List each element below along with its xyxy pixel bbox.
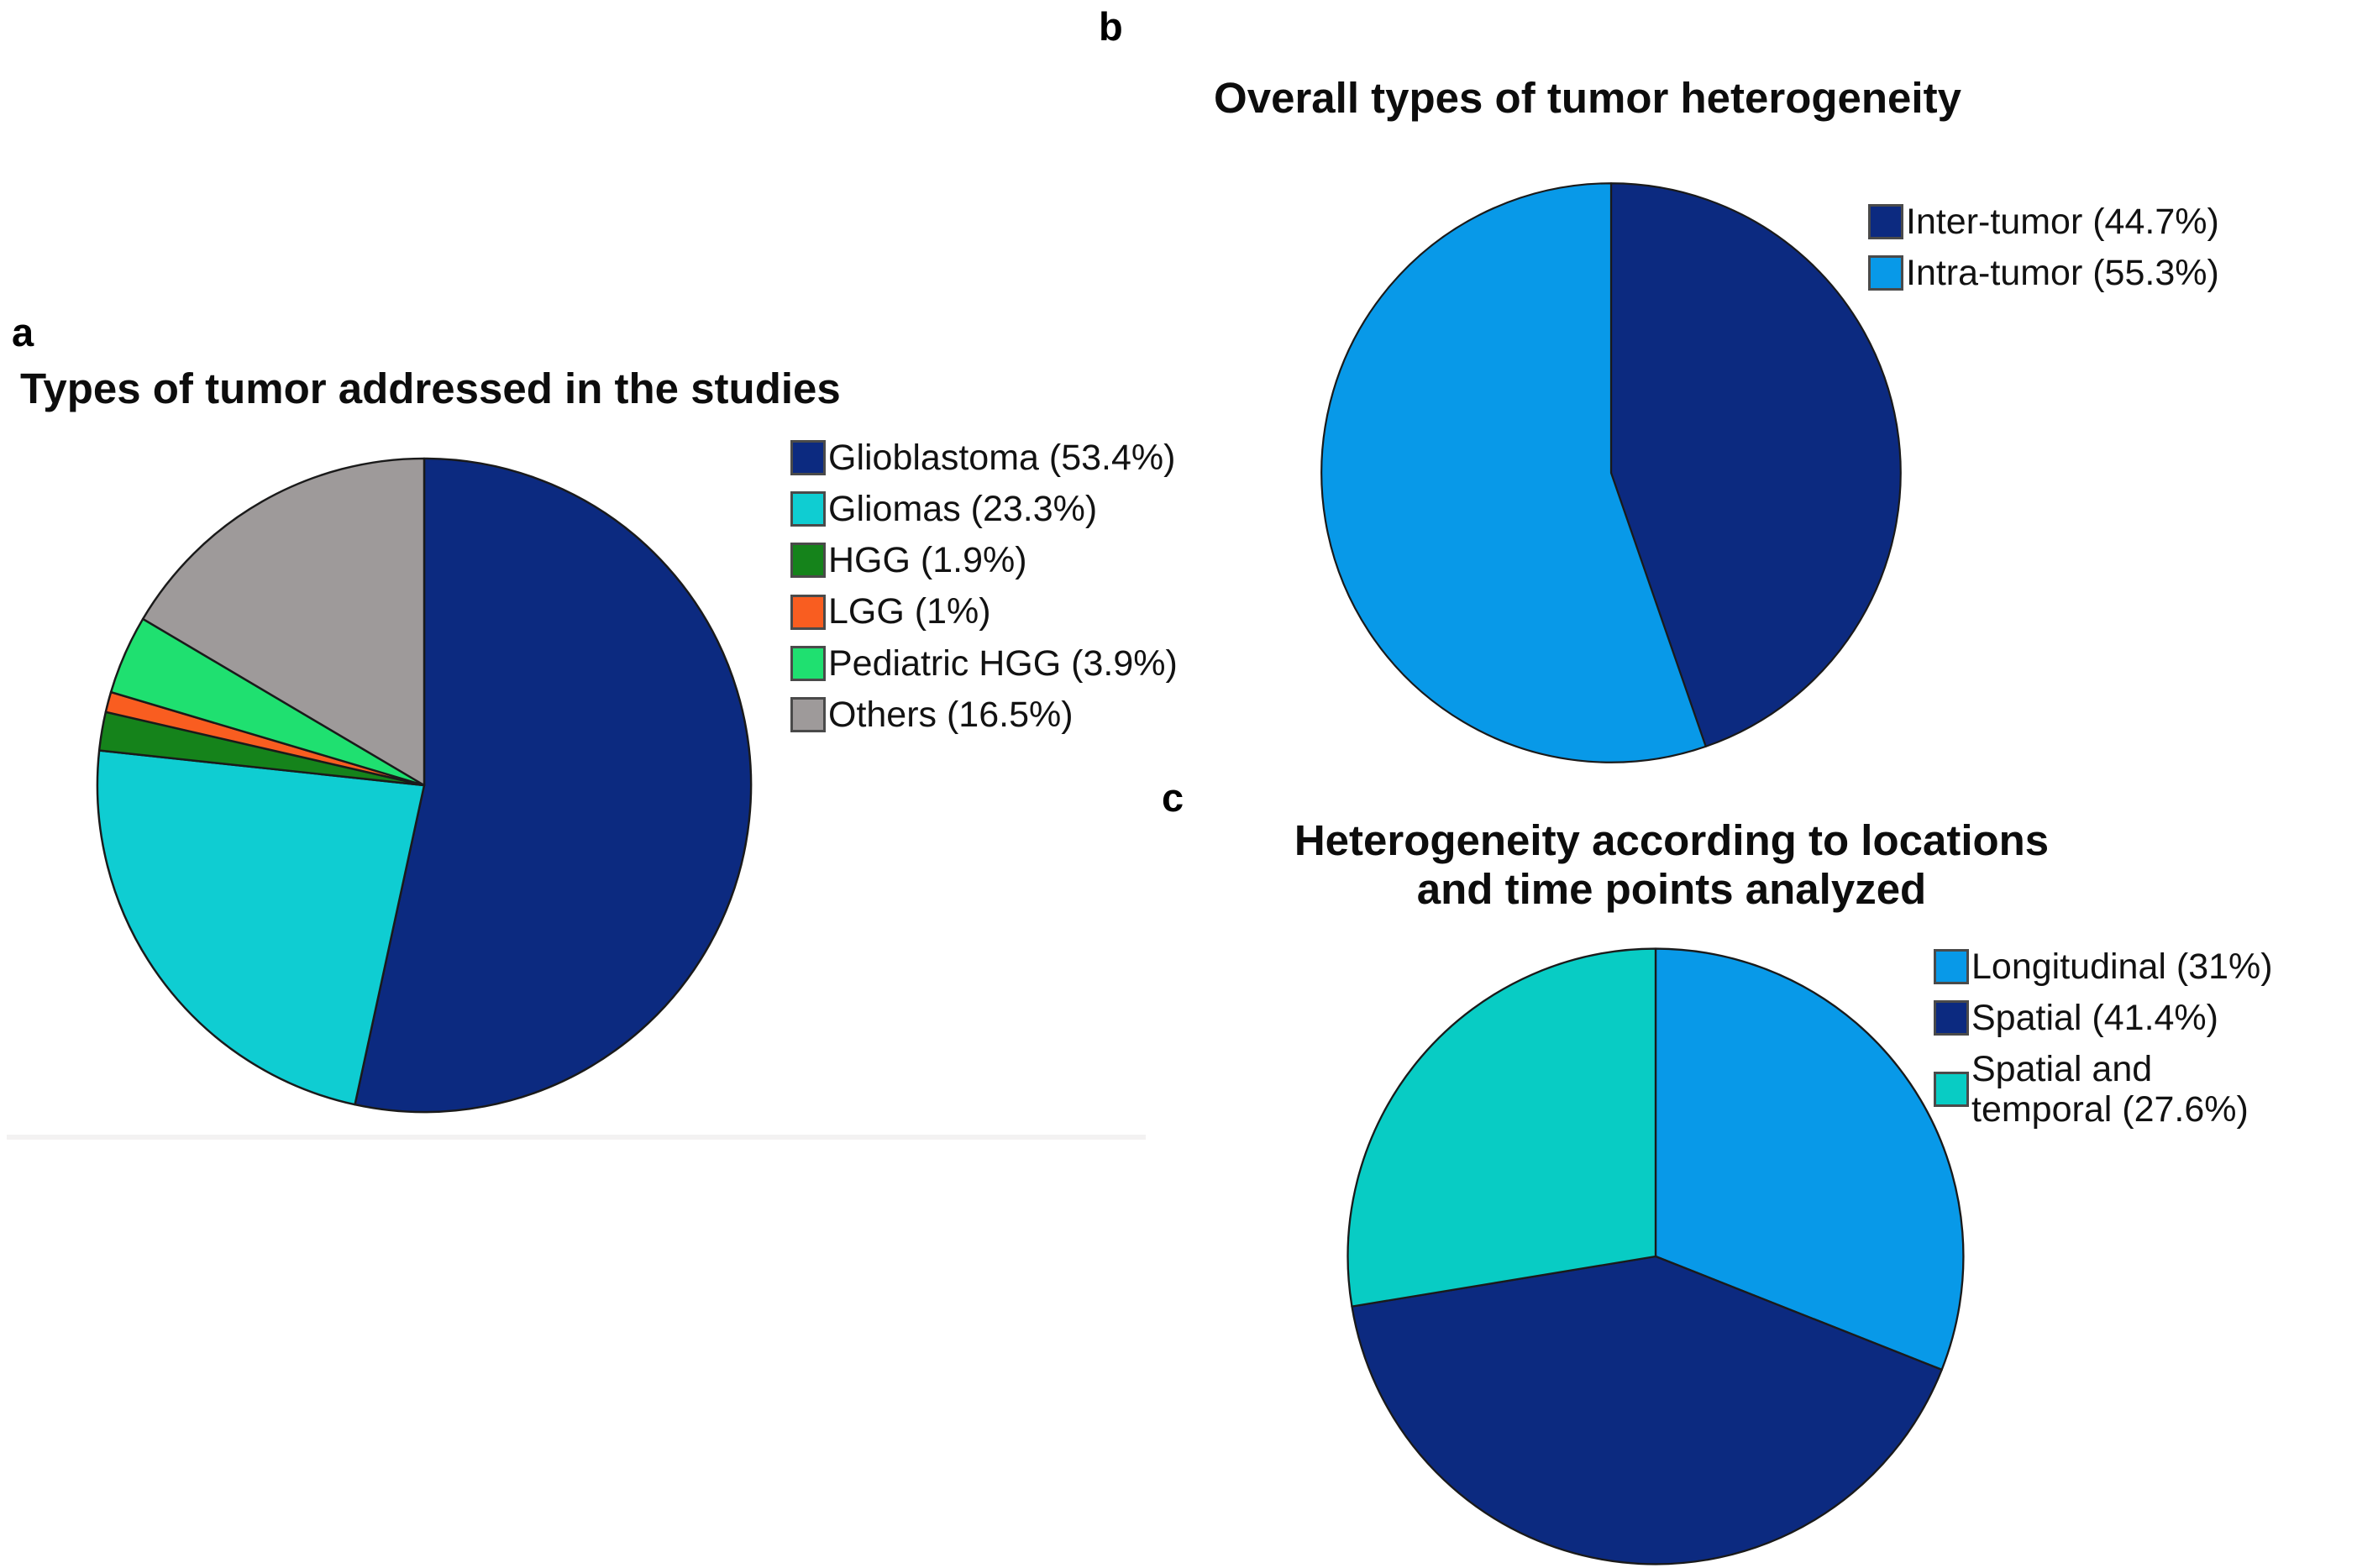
legend-item: Intra-tumor (55.3%) [1868, 253, 2219, 293]
pie-slice-spatial-and-temporal [1346, 947, 1657, 1308]
pie-chart-locations-timepoints [1343, 944, 1968, 1568]
legend-label: Spatial (41.4%) [1971, 998, 2218, 1039]
pie-slice-spatial [1351, 1255, 1943, 1565]
legend-item: Glioblastoma (53.4%) [790, 438, 1178, 478]
legend-label: Gliomas (23.3%) [828, 489, 1098, 530]
legend-swatch-hgg [790, 543, 826, 579]
chart-title-b: Overall types of tumor heterogeneity [1214, 74, 1961, 122]
chart-title-c: Heterogeneity according to locations and… [1176, 816, 2167, 913]
legend-heterogeneity-types: Inter-tumor (44.7%) Intra-tumor (55.3%) [1868, 202, 2219, 304]
legend-locations-timepoints: Longitudinal (31%) Spatial (41.4%) Spatial… [1934, 947, 2273, 1141]
legend-swatch-others [790, 696, 826, 732]
legend-item: Longitudinal (31%) [1934, 947, 2273, 987]
legend-label: Inter-tumor (44.7%) [1906, 202, 2219, 242]
legend-swatch-pediatric-hgg [790, 645, 826, 681]
legend-swatch-inter-tumor [1868, 204, 1903, 240]
legend-swatch-gliomas [790, 491, 826, 527]
panel-label-b: b [1099, 4, 1123, 49]
legend-item: Gliomas (23.3%) [790, 489, 1178, 529]
legend-item: LGG (1%) [790, 591, 1178, 632]
legend-label: LGG (1%) [828, 591, 991, 632]
legend-label: Glioblastoma (53.4%) [828, 438, 1176, 478]
legend-swatch-intra-tumor [1868, 255, 1903, 291]
legend-label: Others (16.5%) [828, 694, 1074, 735]
pie-slice-intra-tumor [1320, 182, 1707, 763]
pie-slice-gliomas [96, 749, 426, 1106]
legend-item: Spatial (41.4%) [1934, 998, 2273, 1038]
legend-item: Inter-tumor (44.7%) [1868, 202, 2219, 242]
chart-title-c-line2: and time points analyzed [1416, 864, 1927, 913]
legend-item: Others (16.5%) [790, 695, 1178, 735]
panel-label-a: a [12, 310, 34, 354]
legend-swatch-glioblastoma [790, 440, 826, 476]
legend-swatch-longitudinal [1934, 949, 1969, 985]
legend-item: Pediatric HGG (3.9%) [790, 643, 1178, 684]
panel-label-c: c [1162, 775, 1184, 820]
legend-item: Spatial and temporal (27.6%) [1934, 1049, 2273, 1130]
legend-label: Spatial and temporal (27.6%) [1971, 1049, 2249, 1130]
legend-swatch-spatial [1934, 1000, 1969, 1036]
pie-slice-longitudinal [1654, 947, 1965, 1371]
legend-tumor-types: Glioblastoma (53.4%) Gliomas (23.3%) HGG (… [790, 438, 1178, 746]
legend-label: Intra-tumor (55.3%) [1906, 253, 2219, 294]
pie-slice-glioblastoma [354, 457, 753, 1114]
pie-chart-heterogeneity-types [1317, 179, 1905, 767]
pie-chart-tumor-types [92, 454, 756, 1117]
legend-label: Longitudinal (31%) [1971, 947, 2273, 987]
legend-item: HGG (1.9%) [790, 540, 1178, 580]
pie-slice-inter-tumor [1609, 182, 1902, 747]
legend-label: HGG (1.9%) [828, 540, 1027, 581]
divider-line [7, 1135, 1146, 1140]
chart-title-a: Types of tumor addressed in the studies [20, 364, 841, 412]
legend-swatch-spatial-and-temporal [1934, 1072, 1969, 1108]
pie-slice-others [141, 457, 426, 787]
legend-label: Pediatric HGG (3.9%) [828, 642, 1178, 684]
legend-swatch-lgg [790, 594, 826, 630]
chart-title-c-line1: Heterogeneity according to locations [1294, 816, 2050, 864]
